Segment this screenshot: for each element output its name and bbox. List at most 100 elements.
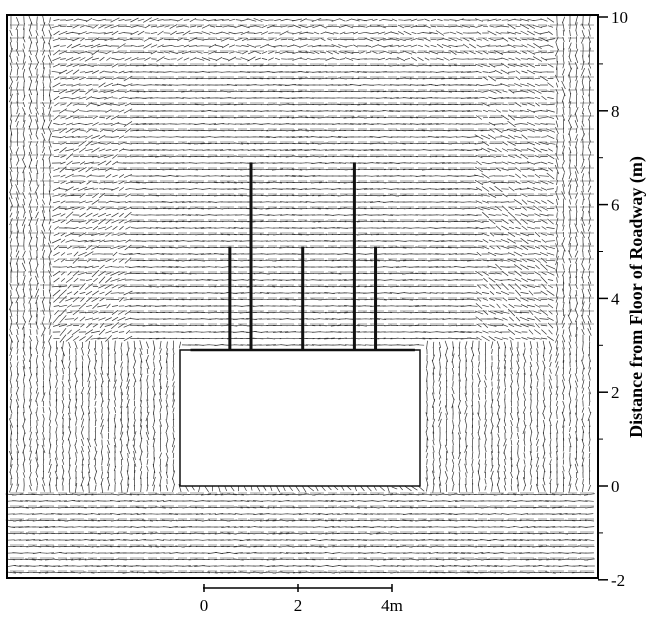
stress-tick [113, 348, 117, 355]
stress-tick [358, 25, 366, 28]
stress-tick [16, 81, 19, 89]
stress-tick [182, 142, 191, 145]
stress-tick [41, 126, 46, 135]
stress-tick [534, 83, 541, 87]
stress-tick [150, 44, 158, 48]
stress-tick [71, 328, 81, 336]
stress-tick [581, 165, 585, 174]
stress-tick [29, 270, 32, 277]
stress-tick [221, 43, 230, 49]
stress-tick [111, 51, 119, 54]
stress-tick [91, 330, 100, 334]
stress-tick [319, 311, 327, 314]
stress-tick [161, 246, 173, 249]
stress-tick [51, 136, 62, 138]
stress-tick [574, 315, 579, 323]
stress-tick [143, 227, 152, 229]
stress-tick [266, 116, 276, 119]
stress-tick [467, 175, 478, 177]
stress-tick [142, 201, 153, 203]
stress-tick [118, 70, 125, 74]
stress-tick [110, 122, 120, 126]
stress-tick [146, 379, 149, 389]
stress-tick [569, 199, 571, 205]
stress-tick [187, 214, 199, 216]
stress-tick [313, 38, 320, 41]
stress-tick [195, 298, 204, 301]
stress-tick [547, 303, 554, 309]
stress-tick [293, 24, 301, 29]
stress-tick [47, 119, 53, 129]
stress-tick [495, 89, 502, 94]
stress-tick [274, 38, 281, 41]
stress-tick [306, 25, 314, 28]
stress-tick [460, 331, 472, 333]
stress-tick [476, 323, 482, 328]
stress-tick [84, 317, 94, 321]
stress-tick [581, 159, 585, 167]
stress-tick [148, 149, 160, 151]
stress-tick [325, 57, 334, 61]
stress-tick [84, 251, 94, 257]
stress-tick [495, 45, 502, 47]
stress-tick [36, 160, 38, 166]
stress-tick [464, 392, 468, 402]
stress-tick [139, 373, 143, 382]
stress-tick [312, 194, 321, 197]
stress-tick [467, 71, 478, 73]
stress-tick [574, 308, 579, 317]
stress-tick [285, 123, 296, 125]
stress-tick [111, 240, 119, 242]
stress-tick [568, 132, 572, 142]
stress-tick [363, 110, 374, 112]
stress-tick [130, 57, 139, 61]
stress-tick [162, 188, 172, 190]
stress-tick [42, 75, 45, 82]
stress-tick [172, 385, 175, 396]
stress-tick [575, 146, 578, 154]
stress-tick [91, 233, 100, 236]
stress-tick [588, 158, 591, 168]
stress-tick [200, 220, 212, 223]
stress-tick [35, 392, 39, 402]
stress-tick [378, 18, 385, 22]
stress-tick [241, 279, 249, 281]
stress-tick [105, 290, 112, 296]
stress-tick [432, 381, 435, 387]
stress-tick [545, 38, 556, 41]
stress-tick [149, 64, 159, 67]
stress-tick [286, 168, 295, 171]
stress-tick [332, 214, 340, 216]
stress-tick [474, 206, 484, 211]
stress-tick [467, 149, 478, 151]
stress-tick [273, 136, 282, 138]
stress-tick [59, 315, 67, 323]
stress-tick [98, 76, 106, 81]
stress-tick [468, 181, 477, 184]
stress-tick [152, 367, 156, 375]
stress-tick [105, 317, 112, 321]
stress-tick [581, 125, 585, 136]
stress-tick [364, 220, 373, 223]
stress-tick [396, 337, 406, 340]
stress-tick [494, 38, 503, 41]
stress-tick [291, 285, 303, 288]
stress-tick [104, 181, 113, 184]
stress-tick [582, 374, 584, 381]
stress-tick [404, 57, 411, 61]
stress-tick [48, 106, 52, 116]
stress-tick [383, 50, 393, 55]
stress-tick [562, 54, 565, 64]
stress-tick [259, 266, 270, 268]
stress-tick [587, 36, 592, 43]
stress-tick [474, 58, 484, 60]
stress-tick [159, 348, 162, 355]
stress-tick [363, 18, 374, 22]
stress-tick [51, 70, 62, 74]
stress-tick [509, 336, 514, 341]
stress-tick [324, 155, 335, 158]
stress-tick [272, 25, 283, 28]
stress-tick [273, 344, 282, 346]
stress-tick [423, 188, 431, 190]
stress-tick [28, 67, 33, 77]
